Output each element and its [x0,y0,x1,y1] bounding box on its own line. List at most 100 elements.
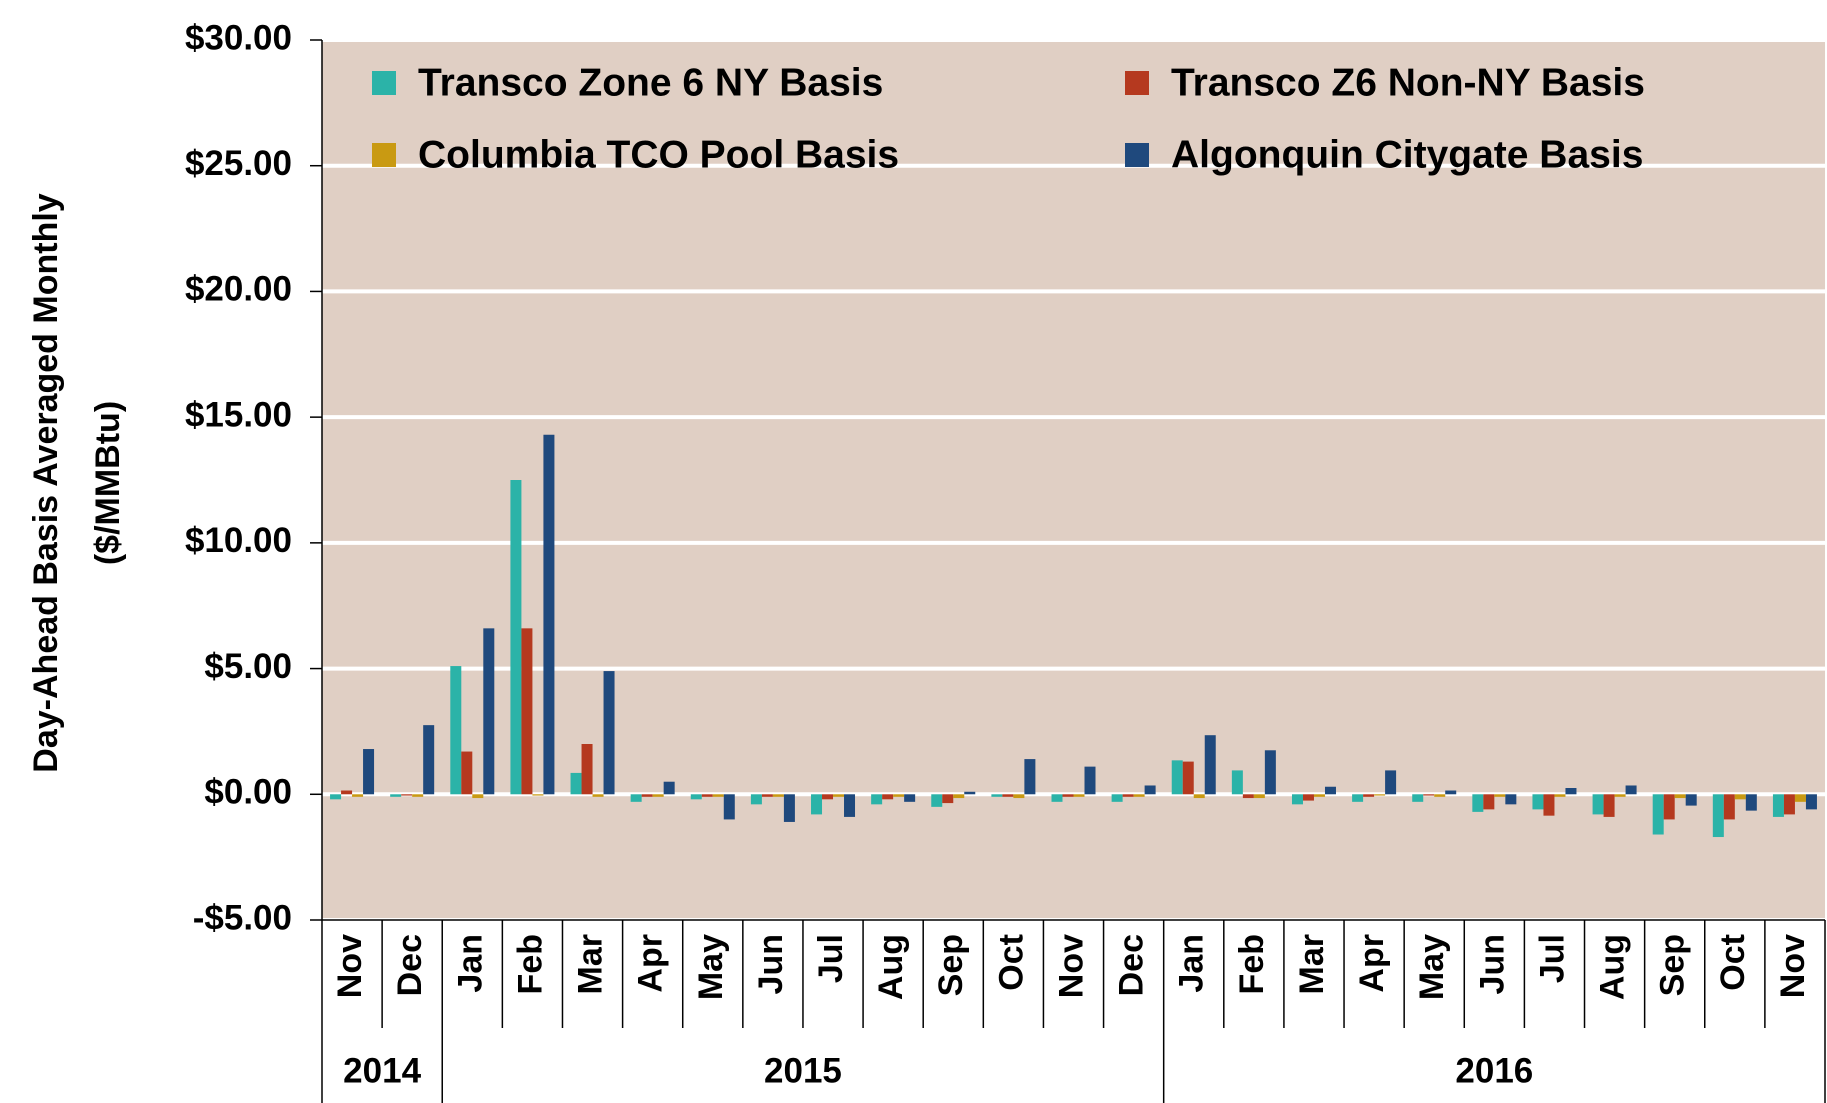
bar [1313,794,1325,797]
x-group-label: 2014 [343,1051,421,1090]
bar [330,794,342,800]
bar [1532,794,1544,810]
bar [1805,794,1817,810]
bar [1002,794,1014,797]
bar [1723,794,1735,820]
x-tick-label: Jan [1173,934,1211,993]
bar [1171,760,1183,795]
bar [1734,794,1746,800]
x-tick-label: Aug [1594,934,1632,1000]
bar [1231,770,1243,795]
bar [904,794,916,802]
bar [603,671,615,795]
bar [1242,794,1254,799]
bar [783,794,795,822]
y-tick-label: $20.00 [185,270,292,309]
legend-label: Transco Z6 Non-NY Basis [1171,61,1645,104]
y-axis-label: Day-Ahead Basis Averaged Monthly [27,193,65,773]
bar [761,794,773,797]
bar [341,790,353,795]
x-tick-label: Nov [331,934,369,998]
legend-label: Transco Zone 6 NY Basis [418,61,883,104]
x-tick-label: Apr [632,934,670,993]
x-tick-label: May [1413,934,1451,1000]
bar [723,794,735,820]
y-tick-label: $5.00 [204,647,292,686]
x-tick-label: Sep [932,934,970,996]
x-tick-label: Jan [451,934,489,993]
bar [750,794,762,805]
bar [690,794,702,800]
bar [1592,794,1604,815]
bar [652,794,664,797]
bar [1264,750,1276,795]
legend-swatch [1125,143,1149,167]
x-tick-label: Mar [1293,934,1331,994]
bar [352,794,364,797]
bar [1794,794,1806,802]
bar [641,794,653,797]
bar [1182,761,1194,795]
bar [1554,794,1566,797]
x-tick-label: Jul [812,934,850,983]
bar [931,794,943,807]
bar [510,480,522,795]
bar [1445,790,1457,795]
bar [1674,794,1686,799]
bar [1494,794,1506,797]
y-tick-label: $30.00 [185,18,292,57]
y-tick-label: -$5.00 [193,898,292,937]
bar [1783,794,1795,815]
bar [942,794,954,804]
bar [991,794,1003,797]
y-tick-label: $15.00 [185,395,292,434]
bar [401,794,413,796]
x-tick-label: Oct [1714,934,1752,991]
bar [1483,794,1495,810]
bar [1412,794,1424,802]
y-tick-label: $10.00 [185,521,292,560]
x-tick-label: Nov [1052,934,1090,998]
bar [712,794,724,797]
bar [1543,794,1555,816]
x-tick-label: Nov [1774,934,1812,998]
bar [1423,794,1435,796]
bar [630,794,642,802]
bar [412,794,424,797]
bar [1144,785,1156,795]
legend-label: Algonquin Citygate Basis [1171,133,1643,176]
bar [483,628,495,795]
bar [1685,794,1697,806]
y-tick-label: $25.00 [185,144,292,183]
bar [811,794,823,815]
x-tick-label: May [692,934,730,1000]
bar [1712,794,1724,838]
bar [1614,794,1626,797]
legend-swatch [372,71,396,95]
bar [1133,794,1145,797]
x-tick-label: Mar [572,934,610,994]
bar [893,794,905,797]
bar [663,781,675,795]
bar [521,628,533,795]
bar [592,794,604,797]
bar [1051,794,1063,802]
bar [1603,794,1615,817]
bar [1111,794,1123,802]
bar [1193,794,1205,799]
bar [871,794,883,805]
bar [882,794,894,800]
bar [1772,794,1784,817]
bar [1204,735,1216,795]
bar [1253,794,1265,799]
bar [472,794,484,799]
bar [1084,766,1096,795]
bar [1472,794,1484,812]
x-tick-label: Jul [1533,934,1571,983]
bar [822,794,834,800]
bar [1652,794,1664,835]
x-tick-label: Sep [1654,934,1692,996]
y-tick-label: $0.00 [204,773,292,812]
bar [1385,770,1397,795]
bar [1434,794,1446,797]
